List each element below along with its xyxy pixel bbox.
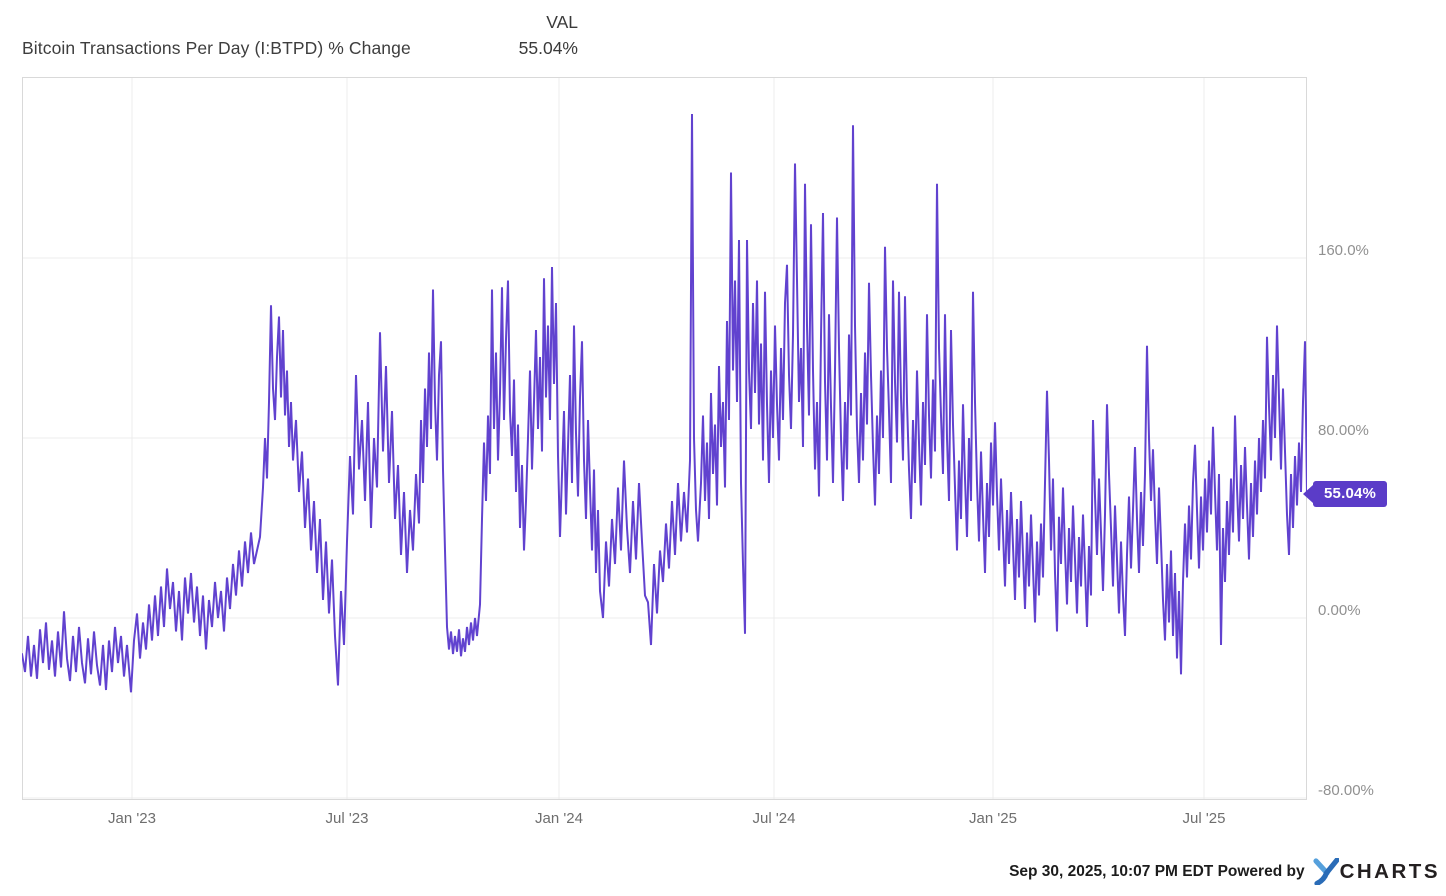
ycharts-logo-text: CHARTS — [1339, 859, 1440, 883]
ycharts-logo[interactable]: CHARTS — [1312, 858, 1440, 885]
x-tick-label: Jul '25 — [1182, 810, 1226, 827]
y-tick-label: 80.00% — [1318, 422, 1369, 439]
x-tick-label: Jan '24 — [535, 810, 583, 827]
y-tick-label: 160.0% — [1318, 242, 1369, 259]
badge-arrow-left-icon — [1303, 485, 1313, 504]
footer-timestamp: Sep 30, 2025, 10:07 PM EDT Powered by — [1009, 862, 1305, 880]
y-tick-label: 0.00% — [1318, 602, 1361, 619]
x-tick-label: Jul '24 — [752, 810, 796, 827]
x-tick-label: Jan '23 — [108, 810, 156, 827]
x-tick-label: Jul '23 — [325, 810, 369, 827]
price-line-chart[interactable] — [22, 77, 1307, 800]
badge-value: 55.04% — [1313, 481, 1388, 508]
x-tick-label: Jan '25 — [969, 810, 1017, 827]
footer: Sep 30, 2025, 10:07 PM EDT Powered by CH… — [1009, 858, 1440, 885]
current-value-block: VAL 55.04% — [468, 9, 578, 61]
val-current-value: 55.04% — [518, 38, 578, 58]
ycharts-y-icon — [1312, 858, 1339, 885]
chart-title: Bitcoin Transactions Per Day (I:BTPD) % … — [22, 38, 411, 58]
val-column-header: VAL — [546, 12, 578, 32]
y-tick-label: -80.00% — [1318, 782, 1374, 799]
plot-area[interactable] — [22, 77, 1307, 800]
last-value-badge: 55.04% — [1303, 481, 1388, 508]
series-line — [22, 113, 1307, 693]
